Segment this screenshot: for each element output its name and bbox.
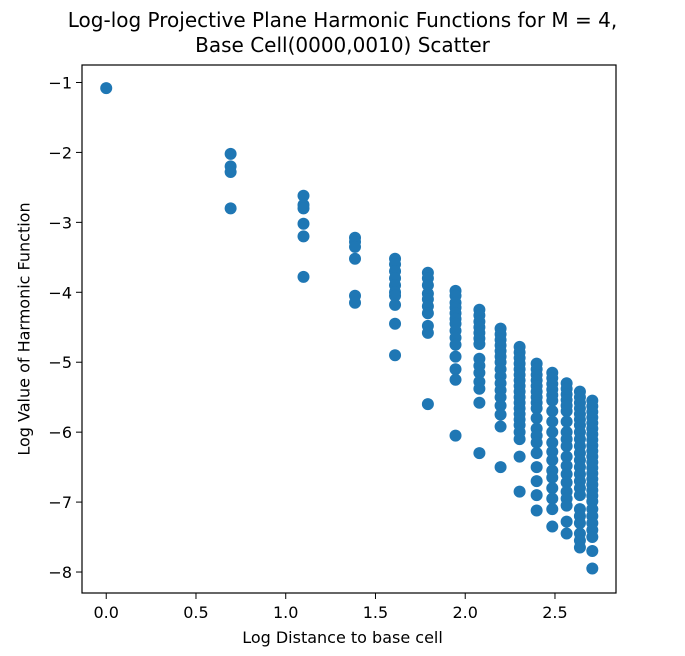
y-tick-label: −3: [48, 213, 72, 232]
scatter-point: [421, 307, 434, 320]
scatter-point: [421, 398, 434, 411]
scatter-point: [530, 402, 543, 415]
scatter-point: [560, 405, 573, 418]
scatter-point: [560, 468, 573, 481]
scatter-point: [494, 408, 507, 421]
scatter-point: [546, 426, 559, 439]
scatter-point: [560, 440, 573, 453]
scatter-point: [494, 420, 507, 433]
scatter-point: [546, 415, 559, 428]
scatter-point: [586, 562, 599, 575]
y-tick-label: −7: [48, 493, 72, 512]
scatter-point: [224, 147, 237, 160]
x-axis-label: Log Distance to base cell: [242, 628, 443, 647]
scatter-point: [449, 429, 462, 442]
x-tick-label: 1.0: [273, 603, 298, 622]
scatter-point: [449, 373, 462, 386]
scatter-point: [473, 338, 486, 351]
chart-title-line-1: Log-log Projective Plane Harmonic Functi…: [67, 8, 618, 32]
x-tick-label: 2.5: [542, 603, 567, 622]
x-tick-label: 1.5: [363, 603, 388, 622]
scatter-point: [421, 279, 434, 292]
scatter-point: [297, 270, 310, 283]
scatter-point: [389, 298, 402, 311]
scatter-point: [546, 492, 559, 505]
scatter-point: [421, 326, 434, 339]
scatter-point: [297, 217, 310, 230]
scatter-point: [473, 396, 486, 409]
scatter-point: [546, 482, 559, 495]
scatter-point: [546, 503, 559, 516]
chart-title-line-2: Base Cell(0000,0010) Scatter: [195, 33, 490, 57]
scatter-point: [546, 405, 559, 418]
scatter-point: [349, 296, 362, 309]
x-tick-label: 0.5: [183, 603, 208, 622]
scatter-point: [560, 527, 573, 540]
scatter-point: [449, 338, 462, 351]
y-tick-label: −2: [48, 143, 72, 162]
scatter-point: [224, 166, 237, 178]
scatter-point: [560, 459, 573, 472]
scatter-point: [573, 489, 586, 502]
scatter-point: [473, 447, 486, 460]
scatter-point: [530, 489, 543, 502]
y-tick-label: −8: [48, 563, 72, 582]
scatter-point: [530, 475, 543, 488]
scatter-point: [389, 317, 402, 330]
x-tick-label: 0.0: [94, 603, 119, 622]
y-tick-label: −1: [48, 73, 72, 92]
scatter-point: [546, 394, 559, 407]
scatter-point: [297, 230, 310, 243]
scatter-point: [513, 450, 526, 463]
scatter-point: [573, 517, 586, 530]
scatter-point: [530, 461, 543, 474]
y-tick-label: −5: [48, 353, 72, 372]
y-tick-label: −4: [48, 283, 72, 302]
scatter-point: [494, 399, 507, 412]
scatter-point: [530, 447, 543, 460]
plot-frame: [81, 64, 617, 594]
scatter-point: [513, 433, 526, 446]
scatter-point: [546, 445, 559, 458]
scatter-point: [560, 476, 573, 489]
scatter-point: [297, 202, 310, 215]
scatter-point: [560, 415, 573, 428]
scatter-point: [389, 289, 402, 302]
scatter-point: [100, 82, 113, 95]
scatter-point: [473, 382, 486, 395]
x-tick-label: 2.0: [452, 603, 477, 622]
scatter-point: [546, 520, 559, 533]
scatter-point: [449, 363, 462, 376]
scatter-point: [546, 471, 559, 484]
scatter-point: [560, 515, 573, 528]
scatter-point: [530, 436, 543, 449]
scatter-point: [560, 450, 573, 463]
scatter-point: [224, 202, 237, 215]
scatter-point: [530, 504, 543, 517]
scatter-point: [530, 412, 543, 425]
scatter-point: [546, 454, 559, 467]
scatter-point: [449, 350, 462, 363]
scatter-point: [546, 436, 559, 449]
scatter-point: [573, 541, 586, 554]
scatter-point: [494, 391, 507, 404]
y-tick-label: −6: [48, 423, 72, 442]
scatter-point: [586, 531, 599, 544]
scatter-point: [513, 485, 526, 498]
scatter-point: [349, 240, 362, 253]
scatter-point: [473, 366, 486, 379]
y-axis-label: Log Value of Harmonic Function: [14, 202, 34, 456]
scatter-point: [560, 499, 573, 512]
scatter-point: [349, 252, 362, 265]
scatter-point: [297, 189, 310, 202]
scatter-point: [389, 349, 402, 362]
scatter-point: [494, 461, 507, 474]
scatter-point: [586, 545, 599, 558]
